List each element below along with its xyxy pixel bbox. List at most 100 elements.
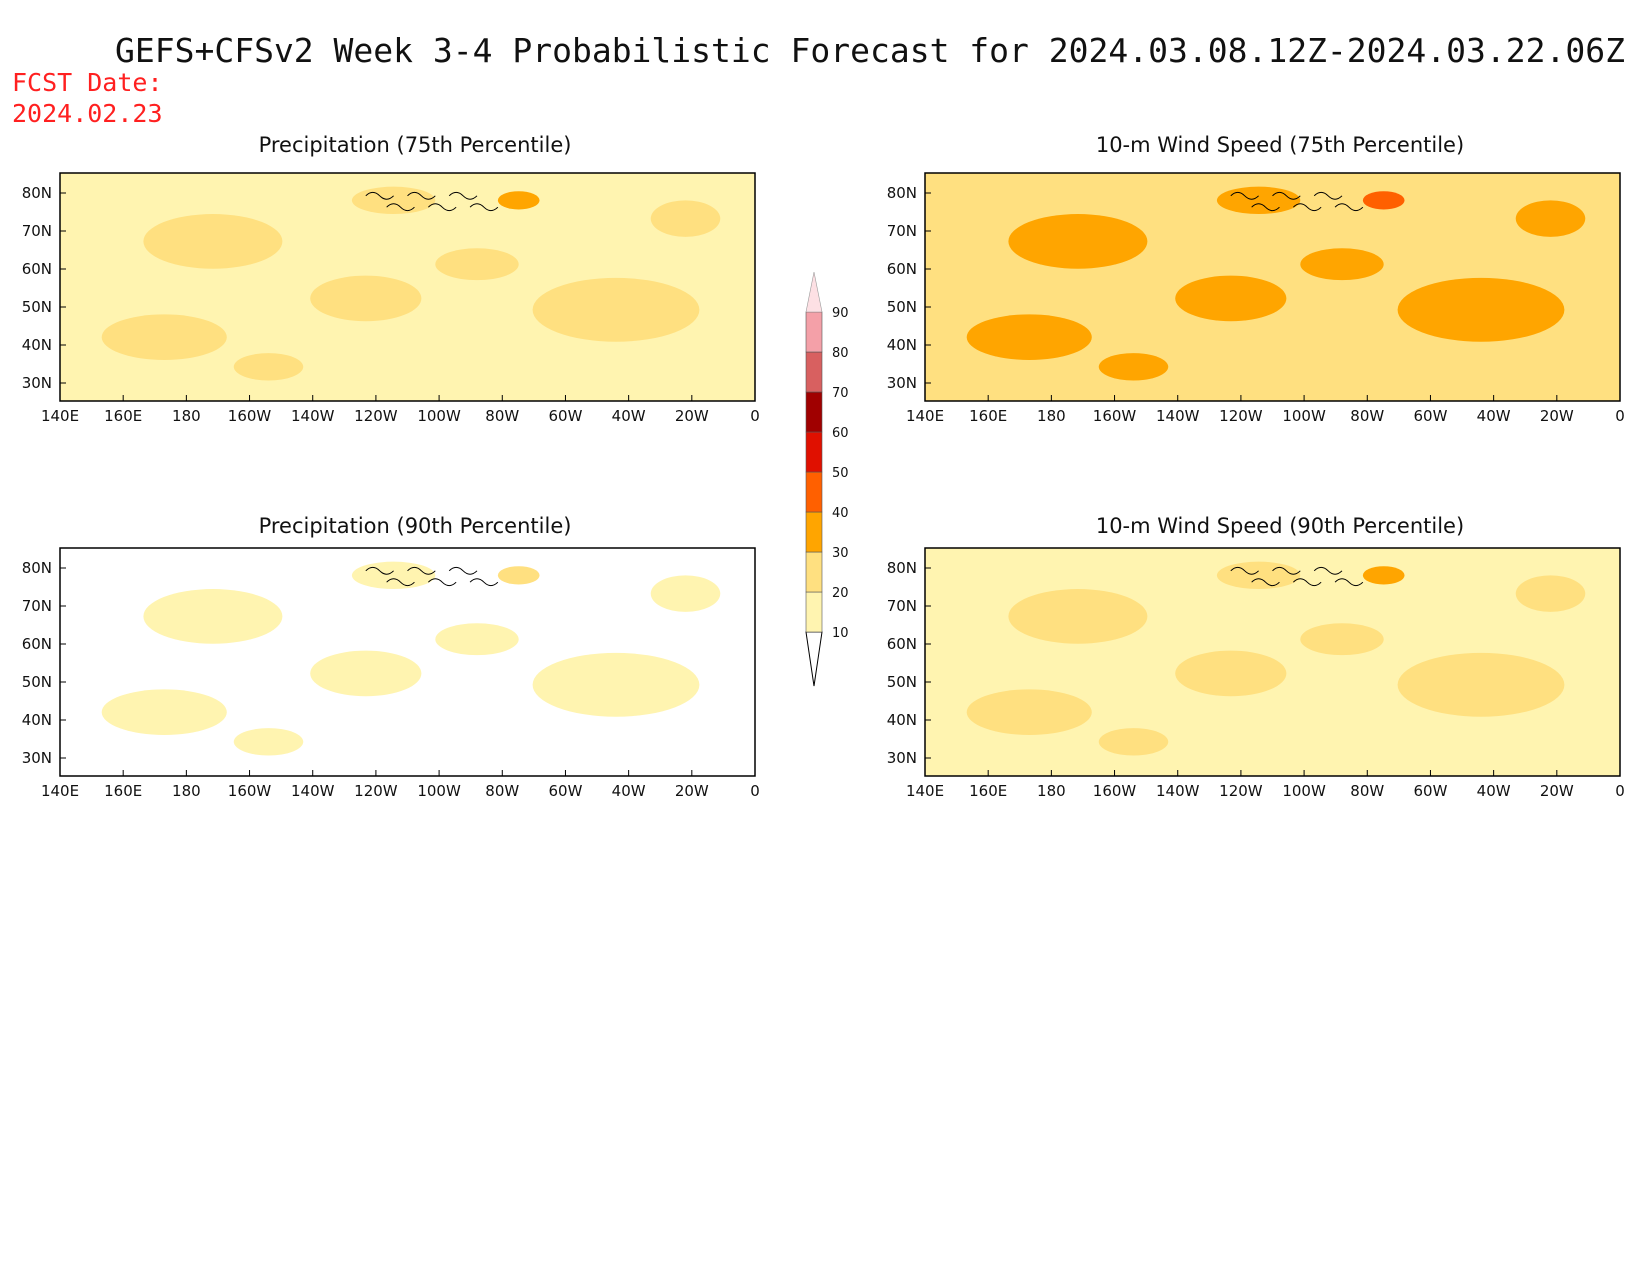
probability-area (101, 314, 227, 360)
probability-area (1008, 589, 1148, 644)
panel-title-p90: Precipitation (90th Percentile) (259, 514, 572, 538)
arctic-island-coast (366, 567, 394, 574)
shaded-field (60, 548, 755, 776)
lat-tick-label: 40N (22, 336, 52, 354)
arctic-island-coast (408, 192, 436, 199)
lon-tick-label: 100W (417, 782, 461, 800)
colorbar-tick-label: 60 (832, 426, 849, 441)
lon-tick-label: 80W (1350, 782, 1384, 800)
shaded-field (925, 173, 1620, 401)
europe-coast (738, 662, 755, 758)
lon-tick-label: 40W (612, 782, 646, 800)
lon-tick-label: 160W (1093, 782, 1137, 800)
probability-area (310, 275, 422, 322)
europe-coast (738, 287, 755, 383)
lat-tick-label: 80N (22, 559, 52, 577)
lon-tick-label: 60W (1413, 407, 1447, 425)
fcst-date-label: FCST Date: (12, 68, 163, 97)
lon-tick-label: 100W (1282, 782, 1326, 800)
lon-tick-label: 120W (354, 782, 398, 800)
probability-area (1397, 652, 1565, 717)
lon-tick-label: 60W (1413, 782, 1447, 800)
lon-tick-label: 80W (1350, 407, 1384, 425)
arctic-island-coast (387, 579, 415, 586)
greenland-coast (1412, 178, 1565, 256)
colorbar-tick-label: 70 (832, 386, 849, 401)
arctic-island-coast (1314, 567, 1342, 574)
colorbar-segment (805, 311, 823, 353)
arctic-island-coast (387, 204, 415, 211)
greenland-coast (547, 553, 700, 631)
lat-tick-label: 60N (22, 635, 52, 653)
colorbar-segment (805, 511, 823, 553)
probability-area (101, 689, 227, 735)
probability-area (497, 566, 540, 585)
probability-area (1175, 275, 1287, 322)
lon-tick-label: 160E (104, 782, 142, 800)
lat-tick-label: 30N (22, 749, 52, 767)
colorbar-tick-label: 80 (832, 346, 849, 361)
lat-tick-label: 30N (887, 374, 917, 392)
probability-area (233, 353, 304, 381)
lon-tick-label: 100W (1282, 407, 1326, 425)
lat-tick-label: 60N (887, 260, 917, 278)
colorbar-segment (805, 591, 823, 633)
lon-tick-label: 0 (750, 782, 760, 800)
arctic-island-coast (1335, 579, 1363, 586)
colorbar-segment (805, 551, 823, 593)
arctic-island-coast (1252, 204, 1280, 211)
colorbar-tick-label: 40 (832, 506, 849, 521)
colorbar-segment (805, 391, 823, 433)
asia-coast (60, 310, 70, 390)
arctic-island-coast (428, 579, 456, 586)
arctic-island-coast (1231, 567, 1259, 574)
panel-title-w90: 10-m Wind Speed (90th Percentile) (1096, 514, 1464, 538)
panel-title-p75: Precipitation (75th Percentile) (259, 133, 572, 157)
probability-area (233, 728, 304, 756)
probability-area (1175, 650, 1287, 697)
map-frame (924, 547, 1621, 777)
lat-tick-label: 70N (22, 597, 52, 615)
lon-tick-label: 120W (1219, 782, 1263, 800)
figure-title: GEFS+CFSv2 Week 3-4 Probabilistic Foreca… (115, 31, 1625, 70)
lon-tick-label: 0 (1615, 407, 1625, 425)
lat-tick-label: 60N (887, 635, 917, 653)
lon-tick-label: 100W (417, 407, 461, 425)
probability-area (1397, 277, 1565, 342)
map-panels: 80N 70N 60N 50N 40N 30N 140E 160E 180 160W 140W 120… (22, 133, 1625, 800)
probability-area (1008, 214, 1148, 269)
lat-tick-label: 50N (22, 673, 52, 691)
colorbar-tick-label: 20 (832, 586, 849, 601)
probability-area (310, 650, 422, 697)
probability-area (435, 248, 519, 281)
arctic-island-coast (1314, 192, 1342, 199)
lon-tick-label: 0 (750, 407, 760, 425)
shaded-field (60, 173, 755, 401)
lon-tick-label: 140W (1156, 407, 1200, 425)
map-panel-p75: 80N 70N 60N 50N 40N 30N 140E 160E 180 160W 140W 120… (22, 172, 760, 425)
lon-tick-label: 160E (104, 407, 142, 425)
map-frame (59, 172, 756, 402)
colorbar-tick-label: 30 (832, 546, 849, 561)
map-frame (924, 172, 1621, 402)
lon-tick-label: 20W (675, 782, 709, 800)
lat-tick-label: 50N (22, 298, 52, 316)
probability-area (143, 589, 283, 644)
probability-area (1098, 353, 1169, 381)
europe-coast (1603, 662, 1620, 758)
arctic-island-coast (449, 567, 477, 574)
lon-tick-label: 60W (548, 782, 582, 800)
shaded-field (925, 548, 1620, 776)
greenland-coast (547, 178, 700, 256)
europe-coast (1603, 287, 1620, 383)
map-frame (59, 547, 756, 777)
lon-tick-label: 80W (485, 782, 519, 800)
asia-coast (925, 310, 935, 390)
lon-tick-label: 20W (675, 407, 709, 425)
probability-area (1216, 561, 1301, 590)
probability-area (435, 623, 519, 656)
map-panel-p90: 80N 70N 60N 50N 40N 30N 140E 160E 180 160W 140W 120… (22, 547, 760, 800)
arctic-island-coast (366, 192, 394, 199)
lat-tick-label: 30N (22, 374, 52, 392)
arctic-island-coast (1293, 579, 1321, 586)
